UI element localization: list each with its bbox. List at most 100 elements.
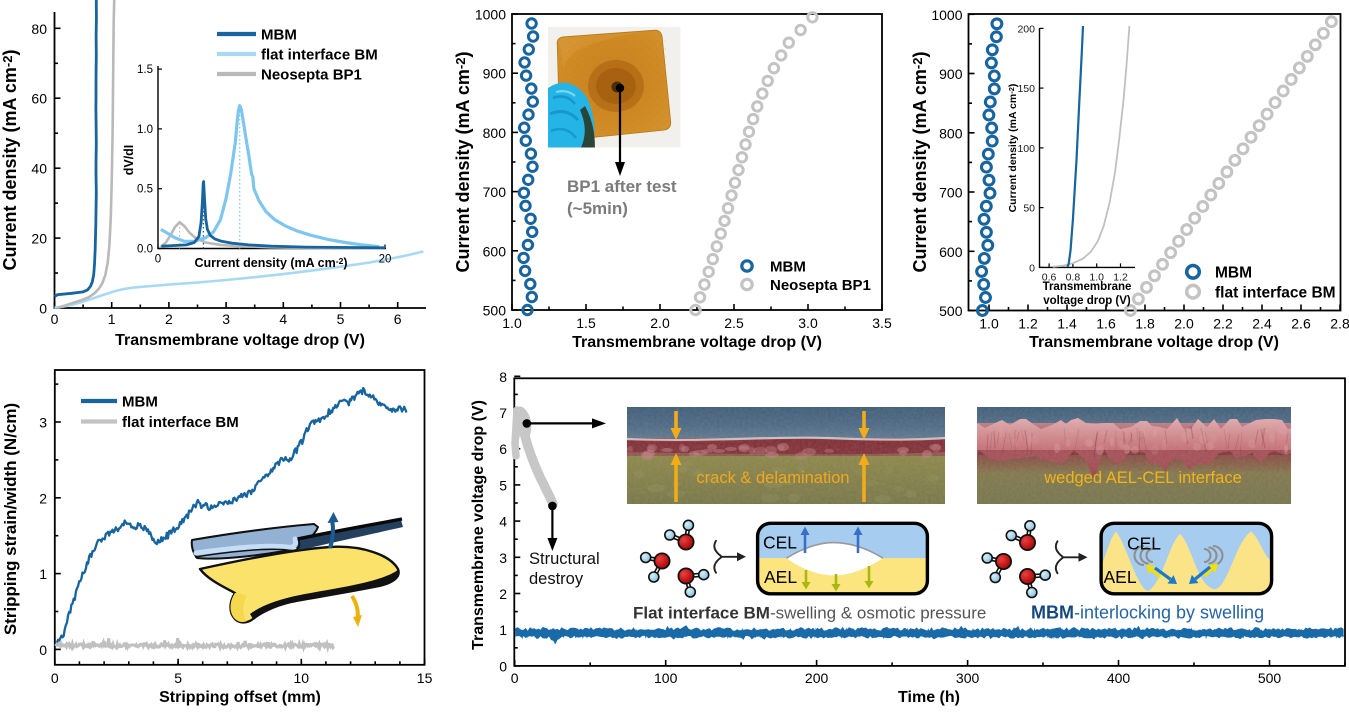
svg-text:5: 5 xyxy=(499,477,507,493)
svg-text:0.6: 0.6 xyxy=(1042,271,1057,283)
svg-text:0.8: 0.8 xyxy=(1066,271,1081,283)
svg-text:(~5min): (~5min) xyxy=(567,199,628,218)
svg-text:Current density (mA cm-2): Current density (mA cm-2) xyxy=(910,52,930,273)
svg-text:Neosepta BP1: Neosepta BP1 xyxy=(770,277,871,294)
svg-text:1.0: 1.0 xyxy=(1089,271,1104,283)
svg-text:1.5: 1.5 xyxy=(576,315,596,331)
svg-text:2: 2 xyxy=(499,586,507,602)
svg-text:900: 900 xyxy=(939,66,963,82)
svg-text:Transmembrane voltage drop (V): Transmembrane voltage drop (V) xyxy=(470,400,487,650)
svg-text:MBM: MBM xyxy=(770,259,806,276)
svg-text:2.2: 2.2 xyxy=(1213,316,1233,332)
svg-text:1.0: 1.0 xyxy=(137,124,153,136)
svg-text:Stripping strain/width (N/cm): Stripping strain/width (N/cm) xyxy=(1,403,20,635)
svg-text:Flat interface BM-swelling & o: Flat interface BM-swelling & osmotic pre… xyxy=(633,604,986,623)
svg-text:10: 10 xyxy=(294,670,310,686)
svg-text:2.5: 2.5 xyxy=(724,315,744,331)
svg-text:500: 500 xyxy=(939,303,963,319)
svg-text:wedged AEL-CEL interface: wedged AEL-CEL interface xyxy=(1043,469,1242,487)
svg-text:0: 0 xyxy=(39,301,47,317)
svg-text:5: 5 xyxy=(337,311,345,327)
svg-text:0: 0 xyxy=(155,254,161,266)
svg-text:50: 50 xyxy=(1023,203,1035,215)
svg-text:0.5: 0.5 xyxy=(137,184,153,196)
svg-text:1000: 1000 xyxy=(931,7,962,23)
svg-text:6: 6 xyxy=(499,441,507,457)
svg-text:7: 7 xyxy=(499,405,507,421)
svg-text:3: 3 xyxy=(222,311,230,327)
svg-text:MBM: MBM xyxy=(122,394,158,411)
svg-text:700: 700 xyxy=(483,184,507,200)
svg-text:2.4: 2.4 xyxy=(1252,316,1272,332)
svg-text:5: 5 xyxy=(174,670,182,686)
svg-text:Structural: Structural xyxy=(529,550,600,568)
svg-text:CEL: CEL xyxy=(1127,534,1161,554)
svg-text:Current density (mA cm-2): Current density (mA cm-2) xyxy=(0,50,20,271)
svg-text:1.6: 1.6 xyxy=(1096,316,1116,332)
svg-text:20: 20 xyxy=(31,231,47,247)
svg-text:3: 3 xyxy=(39,415,47,431)
svg-text:0: 0 xyxy=(39,642,47,658)
svg-text:600: 600 xyxy=(483,243,507,259)
svg-text:700: 700 xyxy=(939,185,963,201)
svg-text:100: 100 xyxy=(1017,143,1035,155)
svg-text:Transmembrane voltage drop (V): Transmembrane voltage drop (V) xyxy=(1029,334,1279,351)
svg-text:150: 150 xyxy=(1017,83,1035,95)
svg-text:40: 40 xyxy=(31,161,47,177)
svg-text:60: 60 xyxy=(31,91,47,107)
svg-text:3.0: 3.0 xyxy=(798,315,818,331)
svg-text:100: 100 xyxy=(654,670,678,686)
svg-text:1.0: 1.0 xyxy=(502,315,522,331)
svg-text:2.0: 2.0 xyxy=(650,315,670,331)
svg-text:Transmembrane: Transmembrane xyxy=(1043,281,1132,293)
svg-text:1000: 1000 xyxy=(475,7,506,23)
svg-text:6: 6 xyxy=(394,311,402,327)
svg-text:1: 1 xyxy=(499,622,507,638)
svg-text:2.6: 2.6 xyxy=(1291,316,1311,332)
svg-text:0: 0 xyxy=(1029,262,1035,274)
svg-text:800: 800 xyxy=(483,125,507,141)
svg-text:AEL: AEL xyxy=(1104,567,1137,587)
svg-text:Current density (mA cm-2): Current density (mA cm-2) xyxy=(195,256,348,270)
svg-text:Current density (mA cm-2): Current density (mA cm-2) xyxy=(453,52,473,273)
svg-text:900: 900 xyxy=(483,66,507,82)
svg-text:4: 4 xyxy=(499,514,507,530)
svg-text:1.5: 1.5 xyxy=(137,64,153,76)
svg-text:2: 2 xyxy=(165,311,173,327)
svg-text:Stripping offset (mm): Stripping offset (mm) xyxy=(159,689,321,706)
svg-text:800: 800 xyxy=(939,125,963,141)
svg-text:0: 0 xyxy=(51,670,59,686)
svg-text:1: 1 xyxy=(108,311,116,327)
svg-text:20: 20 xyxy=(379,254,392,266)
svg-text:4: 4 xyxy=(279,311,287,327)
svg-text:Current density (mA cm-2): Current density (mA cm-2) xyxy=(1007,84,1019,213)
svg-text:1.2: 1.2 xyxy=(1018,316,1038,332)
svg-text:1: 1 xyxy=(39,566,47,582)
svg-text:200: 200 xyxy=(1017,23,1035,35)
svg-text:flat interface BM: flat interface BM xyxy=(261,47,378,64)
svg-text:80: 80 xyxy=(31,21,47,37)
svg-text:Transmembrane voltage drop (V): Transmembrane voltage drop (V) xyxy=(572,334,822,351)
svg-text:600: 600 xyxy=(939,244,963,260)
svg-text:500: 500 xyxy=(1258,670,1282,686)
svg-text:Neosepta BP1: Neosepta BP1 xyxy=(261,67,362,84)
svg-text:voltage drop (V): voltage drop (V) xyxy=(1043,295,1131,307)
svg-text:1.0: 1.0 xyxy=(979,316,999,332)
svg-text:crack & delamination: crack & delamination xyxy=(696,469,849,487)
svg-text:2.0: 2.0 xyxy=(1174,316,1194,332)
svg-text:Time (h): Time (h) xyxy=(898,689,960,706)
svg-text:8: 8 xyxy=(499,369,507,385)
svg-text:3.5: 3.5 xyxy=(872,315,892,331)
svg-text:flat interface BM: flat interface BM xyxy=(122,414,239,431)
svg-text:15: 15 xyxy=(417,670,433,686)
svg-text:AEL: AEL xyxy=(764,567,797,587)
svg-text:2.8: 2.8 xyxy=(1330,316,1349,332)
svg-text:400: 400 xyxy=(1107,670,1131,686)
svg-text:flat interface BM: flat interface BM xyxy=(1215,285,1336,302)
svg-text:0: 0 xyxy=(511,670,519,686)
svg-text:200: 200 xyxy=(805,670,829,686)
svg-text:500: 500 xyxy=(483,303,507,319)
svg-text:0: 0 xyxy=(499,658,507,674)
svg-text:dV/dI: dV/dI xyxy=(122,145,136,176)
svg-text:3: 3 xyxy=(499,550,507,566)
